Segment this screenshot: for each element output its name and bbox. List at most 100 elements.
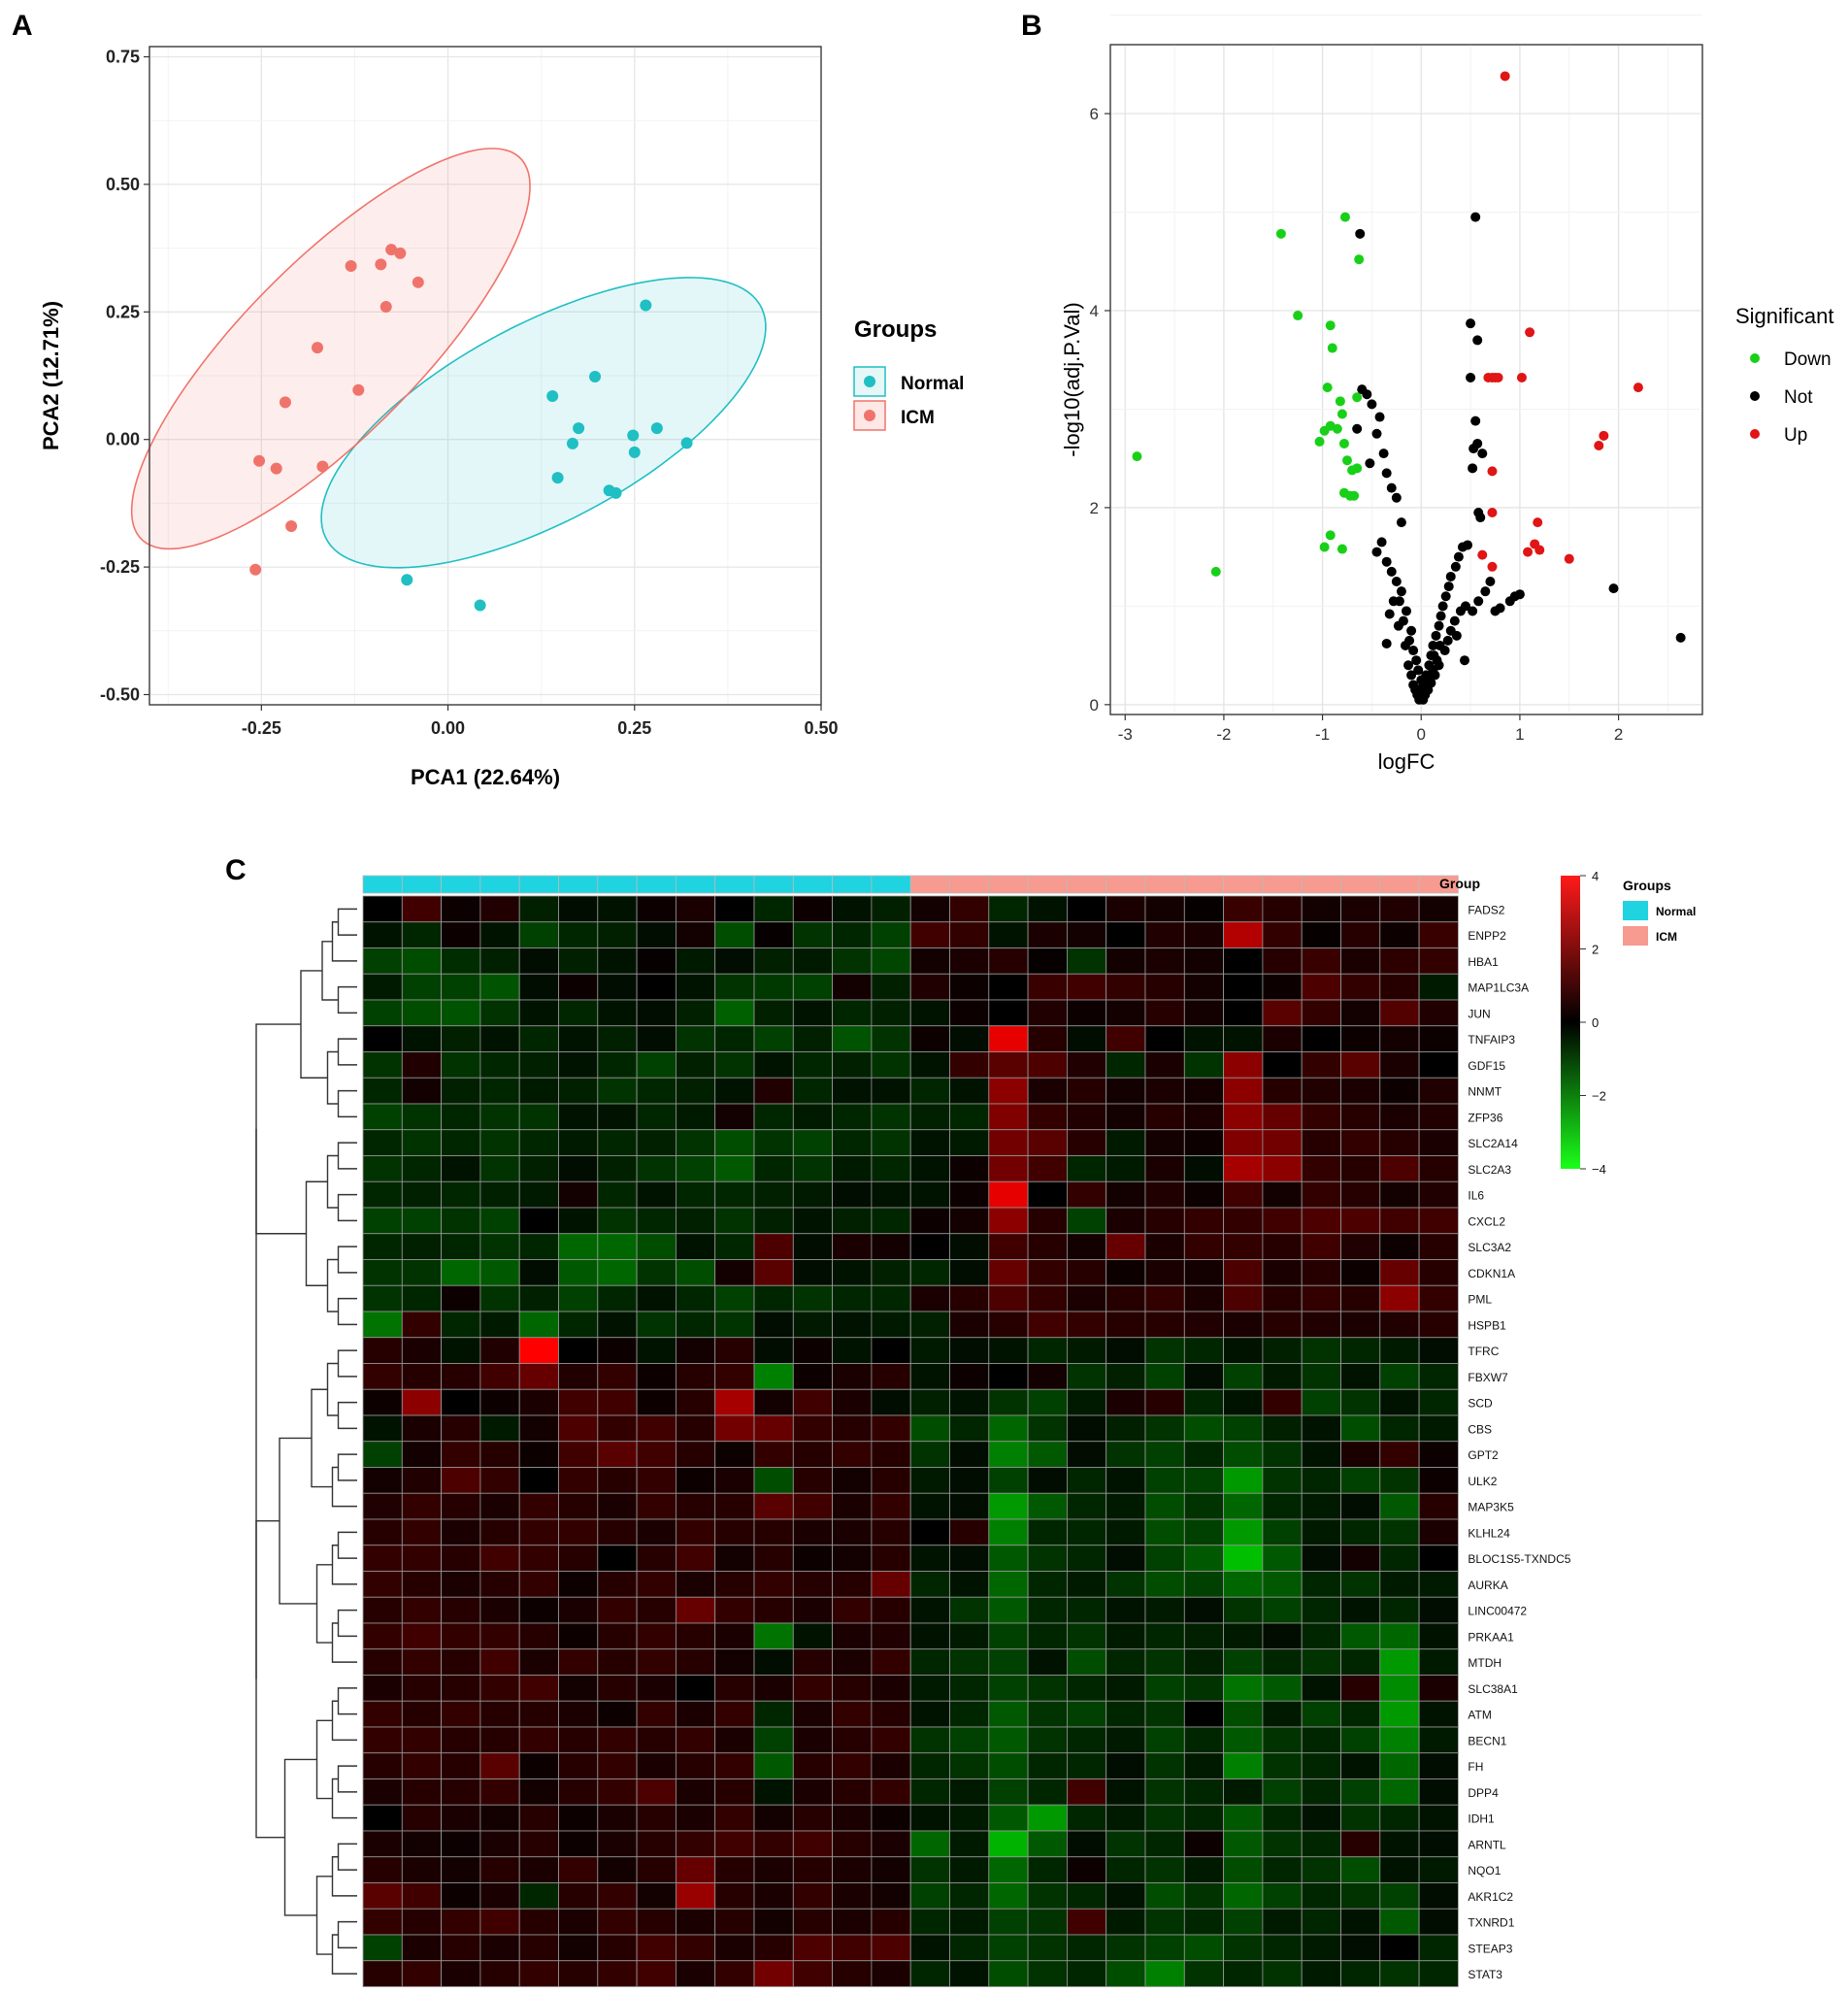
heatmap-cell [1106, 1934, 1146, 1962]
heatmap-row-label: SLC2A3 [1468, 1163, 1511, 1177]
heatmap-cell [871, 1467, 911, 1494]
heatmap-cell [792, 1596, 833, 1624]
heatmap-annotation-cell-icm [1418, 875, 1459, 894]
dendrogram-branch [326, 1154, 339, 1209]
heatmap-cell [479, 1207, 520, 1235]
heatmap-cell [636, 1284, 676, 1313]
heatmap-cell [792, 999, 833, 1027]
heatmap-cell [1418, 1726, 1459, 1754]
heatmap-cell [362, 1856, 403, 1883]
heatmap-cell [988, 1337, 1029, 1364]
heatmap-annotation-cell-icm [949, 875, 990, 894]
heatmap-cell [1379, 1388, 1420, 1416]
volcano-point-down [1339, 212, 1350, 222]
heatmap-cell [988, 1726, 1029, 1754]
heatmap-cell [1301, 1155, 1341, 1182]
heatmap-cell [1379, 1960, 1420, 1987]
heatmap-cell [1106, 1129, 1146, 1156]
heatmap-cell [1106, 1337, 1146, 1364]
heatmap-cell [597, 1155, 638, 1182]
heatmap-cell [636, 1233, 676, 1260]
dendrogram-branch [255, 1023, 307, 1235]
heatmap-cell [479, 1414, 520, 1443]
heatmap-cell [1301, 1908, 1341, 1936]
heatmap-cell [988, 973, 1029, 1001]
heatmap-cell [1262, 1726, 1303, 1754]
heatmap-cell [597, 1414, 638, 1443]
heatmap-cell [909, 1882, 950, 1910]
heatmap-cell [1067, 1233, 1107, 1260]
heatmap-cell [1301, 1467, 1341, 1494]
volcano-point-not [1466, 318, 1476, 329]
volcano-point-not [1367, 399, 1377, 410]
heatmap-cell [949, 1103, 990, 1131]
pca-point-normal [589, 371, 602, 383]
heatmap-cell [362, 1363, 403, 1390]
heatmap-cell [909, 1545, 950, 1572]
heatmap-cell [1418, 921, 1459, 948]
volcano-point-down [1342, 455, 1352, 466]
heatmap-cell [832, 1856, 873, 1883]
heatmap-cell [714, 1363, 755, 1390]
heatmap-row-label: CDKN1A [1468, 1267, 1515, 1280]
volcano-point-not [1396, 586, 1406, 597]
heatmap-cell [597, 1934, 638, 1962]
heatmap-cell [1067, 1648, 1107, 1676]
heatmap-cell [909, 1726, 950, 1754]
heatmap-cell [441, 1467, 481, 1494]
heatmap-cell [362, 1545, 403, 1572]
heatmap-cell [676, 999, 716, 1027]
heatmap-cell [518, 1518, 559, 1546]
heatmap-cell [871, 1596, 911, 1624]
dendrogram-branch [337, 1089, 357, 1118]
volcano-point-not [1470, 415, 1481, 426]
heatmap-cell [949, 1545, 990, 1572]
heatmap-cell [949, 947, 990, 975]
heatmap-cell [1067, 1545, 1107, 1572]
heatmap-row-label: FBXW7 [1468, 1371, 1508, 1384]
heatmap-cell [1144, 1180, 1185, 1209]
heatmap-cell [1027, 1259, 1068, 1286]
heatmap-cell [558, 1311, 599, 1339]
heatmap-cell [1418, 1675, 1459, 1702]
heatmap-cell [988, 1259, 1029, 1286]
heatmap-cell [1223, 1804, 1264, 1832]
heatmap-cell [1183, 1856, 1225, 1883]
heatmap-cell [401, 1051, 442, 1079]
dendrogram-branch [326, 1258, 339, 1313]
volcano-point-not [1413, 665, 1424, 676]
heatmap-cell [1183, 1726, 1225, 1754]
heatmap-cell [949, 1233, 990, 1260]
heatmap-row-label: ULK2 [1468, 1475, 1497, 1488]
heatmap-cell [1067, 1103, 1107, 1131]
heatmap-cell [636, 1077, 676, 1105]
heatmap-color-bar [1561, 876, 1580, 1169]
heatmap-cell [949, 1180, 990, 1209]
pca-point-icm [285, 520, 298, 533]
heatmap-cell [988, 1492, 1029, 1520]
heatmap-cell [597, 1545, 638, 1572]
volcano-point-not [1466, 372, 1476, 382]
heatmap-cell [362, 1596, 403, 1624]
heatmap-cell [1379, 1025, 1420, 1052]
heatmap-cell [753, 1467, 794, 1494]
heatmap-annotation-cell-normal [518, 875, 559, 894]
panel-label-a: A [12, 10, 33, 42]
heatmap-cell [871, 1752, 911, 1779]
heatmap-cell [441, 1752, 481, 1779]
volcano-x-tick-label: -3 [1118, 725, 1133, 744]
heatmap-cell [949, 1934, 990, 1962]
heatmap-cell [1418, 1441, 1459, 1468]
volcano-point-down [1352, 463, 1363, 474]
heatmap-cell [441, 1311, 481, 1339]
volcano-point-down [1319, 542, 1330, 552]
heatmap-cell [362, 1077, 403, 1105]
heatmap-cell [832, 1882, 873, 1910]
heatmap-cell [1183, 973, 1225, 1001]
heatmap-cell [362, 1051, 403, 1079]
volcano-point-not [1468, 606, 1478, 616]
heatmap-cell [1301, 1518, 1341, 1546]
heatmap-row-label: CXCL2 [1468, 1214, 1505, 1228]
heatmap-cell [479, 1284, 520, 1313]
heatmap-cell [1027, 1700, 1068, 1728]
